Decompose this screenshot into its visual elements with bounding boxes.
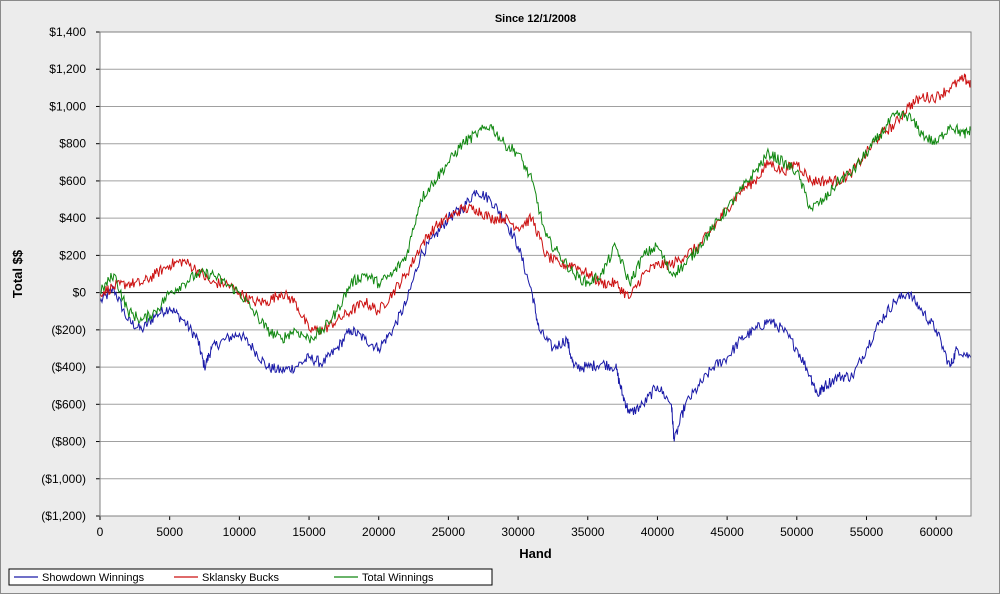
y-tick-label: $1,000 [49,99,86,113]
y-tick-label: $600 [59,174,86,188]
x-tick-label: 10000 [223,525,257,539]
y-tick-label: ($400) [51,360,86,374]
y-tick-label: $1,400 [49,25,86,39]
series-line-1 [99,189,972,442]
series-line-2 [99,73,972,335]
x-tick-label: 45000 [710,525,744,539]
x-tick-label: 60000 [919,525,953,539]
plot-border [99,31,972,517]
x-tick-label: 35000 [571,525,605,539]
y-tick-label: ($200) [51,323,86,337]
x-tick-label: 50000 [780,525,814,539]
series-line-3 [99,110,972,344]
y-tick-label: ($1,000) [41,472,86,486]
legend-label: Showdown Winnings [42,572,145,584]
y-axis-title: Total $$ [10,249,25,298]
y-tick-label: $800 [59,137,86,151]
x-tick-label: 15000 [292,525,326,539]
y-tick-label: $1,200 [49,62,86,76]
x-tick-label: 5000 [156,525,183,539]
legend-label: Total Winnings [362,572,434,584]
legend-label: Sklansky Bucks [202,572,280,584]
x-axis-title: Hand [519,546,552,561]
y-tick-label: $400 [59,211,86,225]
legend-box [8,568,493,586]
x-tick-label: 20000 [362,525,396,539]
y-tick-label: $0 [73,286,87,300]
x-tick-label: 25000 [432,525,466,539]
y-tick-label: ($800) [51,435,86,449]
y-tick-label: $200 [59,248,86,262]
y-tick-label: ($600) [51,397,86,411]
x-tick-label: 40000 [641,525,675,539]
y-tick-label: ($1,200) [41,509,86,523]
x-tick-label: 0 [97,525,104,539]
plot-area [99,31,972,517]
x-tick-label: 30000 [501,525,535,539]
chart-title: Since 12/1/2008 [495,13,576,25]
x-tick-label: 55000 [850,525,884,539]
